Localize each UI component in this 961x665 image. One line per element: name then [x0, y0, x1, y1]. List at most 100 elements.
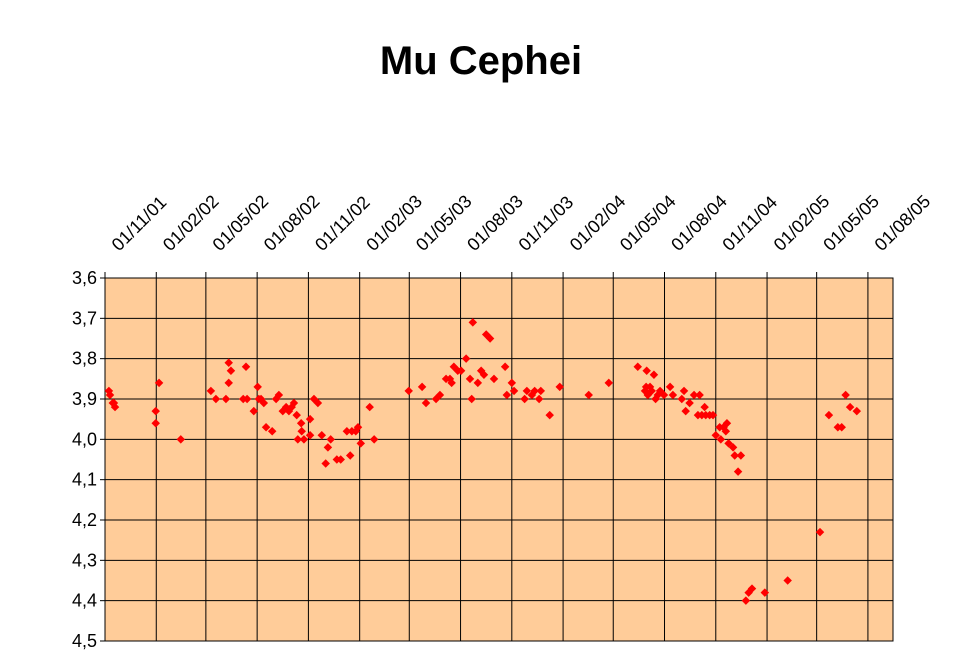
data-point — [604, 378, 614, 388]
data-point — [845, 402, 855, 412]
data-point — [724, 439, 733, 448]
data-point — [456, 366, 466, 376]
data-point — [421, 398, 431, 408]
data-point — [468, 318, 478, 327]
chart-title: Mu Cephei — [380, 39, 582, 83]
data-point — [274, 390, 284, 400]
data-point — [417, 382, 427, 392]
data-point — [815, 527, 825, 537]
x-tick-label: 01/08/02 — [260, 191, 324, 255]
y-tick-label: 4,3 — [72, 550, 97, 570]
data-point — [479, 370, 489, 380]
data-point — [733, 467, 743, 476]
data-point — [345, 451, 355, 460]
data-point — [206, 386, 216, 396]
y-tick-label: 4,2 — [72, 510, 97, 530]
data-point — [485, 334, 495, 343]
data-point — [473, 378, 483, 388]
x-tick-label: 01/08/05 — [871, 191, 935, 255]
x-tick-label: 01/05/03 — [412, 191, 476, 255]
data-point — [534, 394, 544, 404]
data-point — [321, 459, 330, 468]
data-point — [509, 386, 519, 396]
data-point — [530, 386, 539, 396]
data-point — [241, 362, 251, 371]
data-point — [728, 443, 738, 452]
data-point — [353, 422, 363, 432]
data-point — [342, 427, 352, 436]
data-point — [365, 402, 374, 412]
data-point — [211, 394, 221, 404]
data-point — [536, 386, 546, 396]
data-point — [369, 435, 379, 444]
data-point — [289, 398, 299, 408]
data-point — [677, 394, 687, 404]
data-point — [695, 390, 704, 400]
data-point — [760, 588, 770, 597]
data-point — [633, 362, 643, 371]
y-tick-label: 4,1 — [72, 470, 97, 490]
y-tick-label: 3,8 — [72, 349, 97, 369]
data-point — [711, 431, 721, 440]
data-point — [824, 410, 834, 420]
data-point — [465, 374, 475, 384]
x-tick-label: 01/05/04 — [616, 191, 680, 255]
data-point — [500, 362, 510, 371]
data-point — [555, 382, 564, 392]
data-point — [716, 435, 726, 444]
data-point — [224, 378, 233, 388]
data-point — [736, 451, 746, 460]
x-tick-label: 01/08/04 — [667, 191, 731, 255]
data-point — [336, 455, 345, 464]
data-point — [313, 398, 323, 408]
data-point — [708, 410, 718, 420]
data-point — [435, 390, 445, 400]
data-point — [668, 390, 678, 400]
y-tick-label: 3,7 — [72, 308, 97, 328]
data-point — [741, 596, 751, 605]
data-point — [253, 382, 262, 392]
plot-area — [104, 277, 894, 642]
data-point — [841, 390, 850, 400]
data-point — [665, 382, 675, 392]
data-point — [747, 584, 757, 593]
data-point — [221, 394, 231, 404]
data-point — [105, 390, 115, 400]
data-point — [151, 418, 160, 428]
y-tick-label: 4,4 — [72, 591, 97, 611]
x-tick-label: 01/05/02 — [209, 191, 273, 255]
data-point — [502, 390, 512, 400]
data-point — [545, 410, 554, 420]
data-point — [224, 358, 233, 367]
x-tick-label: 01/11/04 — [718, 192, 781, 255]
data-point — [679, 386, 689, 396]
data-point — [522, 386, 532, 396]
data-point — [323, 443, 333, 452]
x-tick-label: 01/11/03 — [515, 192, 578, 255]
data-point — [681, 406, 690, 416]
data-point — [647, 386, 656, 396]
data-point — [649, 370, 659, 380]
data-point — [730, 451, 739, 460]
data-point — [659, 390, 669, 400]
data-point — [249, 406, 259, 416]
data-point — [467, 394, 476, 404]
data-point — [154, 378, 164, 388]
data-point — [642, 366, 651, 376]
y-tick-label: 3,9 — [72, 389, 97, 409]
data-point — [151, 406, 160, 416]
data-point — [267, 427, 277, 436]
data-point — [259, 398, 269, 408]
data-point — [242, 394, 252, 404]
y-tick-label: 3,6 — [72, 268, 97, 288]
y-tick-label: 4,5 — [72, 631, 97, 651]
x-tick-label: 01/05/05 — [819, 191, 883, 255]
data-point — [489, 374, 499, 384]
data-point — [447, 378, 456, 388]
data-point — [689, 390, 699, 400]
data-point — [685, 398, 694, 408]
data-point — [297, 427, 306, 436]
data-point — [176, 435, 186, 444]
data-point — [721, 427, 731, 436]
